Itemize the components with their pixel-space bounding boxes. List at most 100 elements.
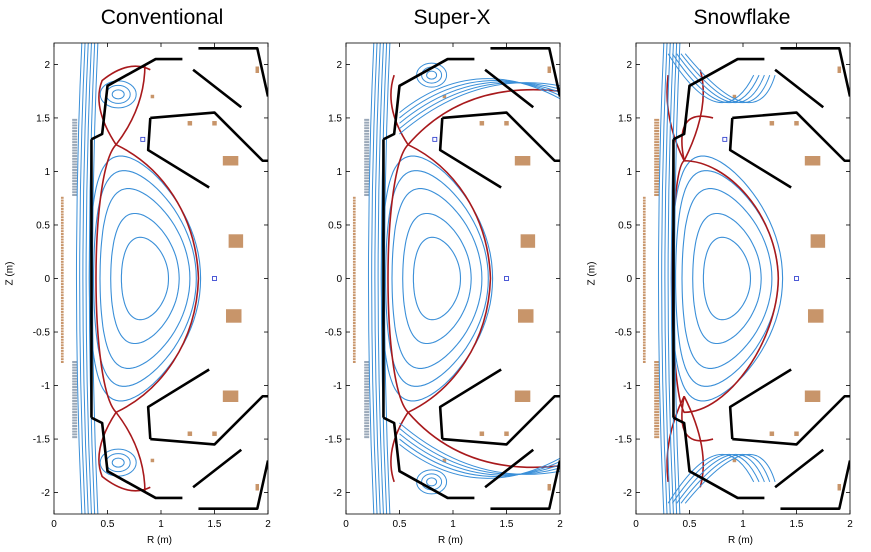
private-flux [105,453,131,473]
shaping-coil [72,425,78,428]
solenoid-coil [642,277,646,280]
shaping-coil [364,146,370,149]
solenoid-coil [60,324,64,327]
solenoid-coil [642,285,646,288]
shaping-coil [364,143,370,146]
solenoid-coil [352,213,356,216]
open-flux-line [676,454,765,504]
solenoid-coil [642,252,646,255]
shaping-coil [364,366,370,369]
solenoid-coil [60,238,64,241]
shaping-coil [654,141,660,144]
shaping-coil [654,157,660,160]
solenoid-coil [60,360,64,363]
shaping-coil [72,422,78,425]
shaping-coil [364,360,370,363]
solenoid-coil [60,266,64,269]
shaping-coil [654,138,660,141]
solenoid-coil [60,235,64,238]
solenoid-coil [60,232,64,235]
xlabel-snowflake: R (m) [728,535,753,546]
shaping-coil [364,363,370,366]
solenoid-coil [60,333,64,336]
shaping-coil [654,388,660,391]
shaping-coil [72,180,78,183]
solenoid-coil [60,338,64,341]
shaping-coil [364,129,370,132]
shaping-coil [364,425,370,428]
solenoid-coil [642,327,646,330]
solenoid-coil [642,283,646,286]
solenoid-coil [60,347,64,350]
x-tick-label: 0 [51,519,57,530]
solenoid-coil [60,255,64,258]
solenoid-coil [352,316,356,319]
solenoid-coil [60,352,64,355]
pf-coil [225,308,243,324]
shaping-coil [364,419,370,422]
y-tick-label: 1.5 [328,113,342,124]
solenoid-coil [352,199,356,202]
shaping-coil [72,369,78,372]
shaping-coil [72,149,78,152]
solenoid-coil [352,230,356,233]
flux-surface [385,170,489,387]
solenoid-coil [60,344,64,347]
solenoid-coil [352,283,356,286]
shaping-coil [364,372,370,375]
shaping-coil [72,411,78,414]
solenoid-coil [352,277,356,280]
sol-flux-line [79,43,86,514]
solenoid-coil [642,238,646,241]
solenoid-coil [642,221,646,224]
y-tick-label: -0.5 [325,328,343,339]
open-flux-line [667,53,755,103]
shaping-coil [654,425,660,428]
shaping-coil [72,157,78,160]
pf-coil [479,120,485,127]
shaping-coil [364,124,370,127]
title-superx: Super-X [413,6,491,29]
shaping-coil [364,405,370,408]
solenoid-coil [60,205,64,208]
shaping-coil [654,408,660,411]
shaping-coil [364,430,370,433]
solenoid-coil [642,199,646,202]
panel-snowflake: 0 0.5 1 1.5 2 2 1.5 1 0.5 0 -0.5 -1 -1.5 -2 [615,42,853,530]
probe-marker [794,276,799,281]
solenoid-coil [352,224,356,227]
shaping-coil [364,157,370,160]
y-tick-label: 1 [44,167,50,178]
shaping-coil [654,180,660,183]
shaping-coil [364,427,370,430]
shaping-coil [654,394,660,397]
title-conventional: Conventional [100,6,224,29]
solenoid-coil [352,260,356,263]
pf-coil [255,66,260,74]
solenoid-coil [642,266,646,269]
shaping-coil [72,152,78,155]
x-tick-label: 1.5 [790,519,804,530]
solenoid-coil [352,241,356,244]
solenoid-coil [642,344,646,347]
shaping-coil [72,386,78,389]
flux-surface [88,155,202,402]
shaping-coil [654,436,660,439]
shaping-coil [364,182,370,185]
solenoid-coil [642,324,646,327]
pf-coil [807,308,825,324]
shaping-coil [72,399,78,402]
separatrix [387,143,492,414]
ylabel-conventional: Z (m) [4,261,16,286]
solenoid-coil [642,333,646,336]
solenoid-coil [60,322,64,325]
flux-surface [380,155,494,402]
y-tick-label: -0.5 [615,328,633,339]
solenoid-coil [60,335,64,338]
open-flux-line [399,433,560,476]
divertor-leg [115,64,146,146]
shaping-coil [72,166,78,169]
open-flux-line [399,81,560,124]
y-tick-label: -2 [41,488,50,499]
shaping-coil [72,171,78,174]
